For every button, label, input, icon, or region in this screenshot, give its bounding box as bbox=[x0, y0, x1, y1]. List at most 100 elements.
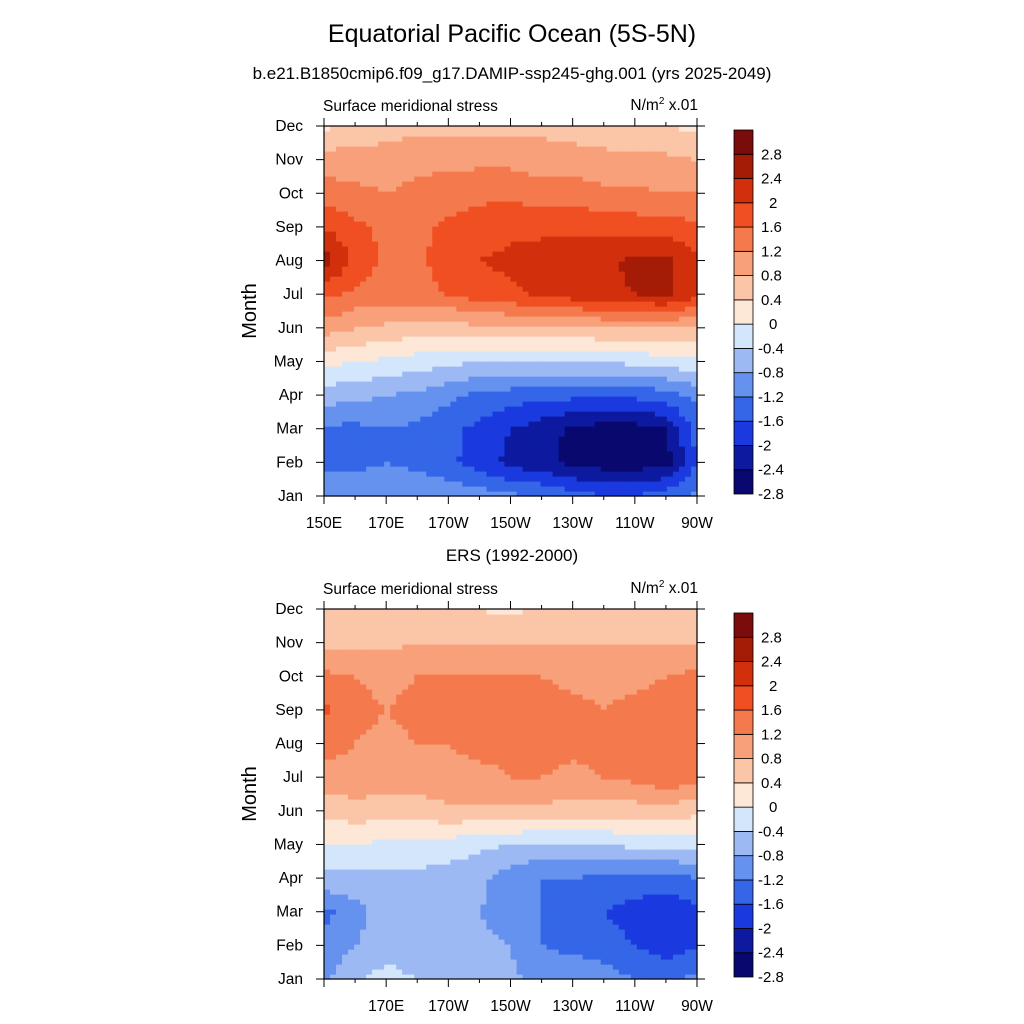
heatmap-cell bbox=[426, 371, 433, 377]
heatmap-cell bbox=[522, 196, 530, 202]
heatmap-cell bbox=[480, 351, 488, 357]
heatmap-cell bbox=[564, 126, 572, 132]
heatmap-cell bbox=[420, 291, 427, 297]
heatmap-cell bbox=[558, 186, 566, 192]
heatmap-cell bbox=[576, 431, 584, 437]
heatmap-cell bbox=[468, 446, 476, 452]
heatmap-cell bbox=[510, 176, 518, 182]
heatmap-cell bbox=[678, 381, 686, 387]
heatmap-cell bbox=[582, 969, 590, 975]
heatmap-cell bbox=[468, 356, 476, 362]
heatmap-cell bbox=[582, 241, 590, 247]
heatmap-cell bbox=[468, 131, 476, 137]
heatmap-cell bbox=[498, 376, 506, 382]
heatmap-cell bbox=[366, 401, 373, 407]
heatmap-cell bbox=[516, 171, 524, 177]
heatmap-cell bbox=[492, 311, 500, 317]
heatmap-cell bbox=[648, 476, 656, 482]
heatmap-cell bbox=[438, 959, 445, 965]
heatmap-cell bbox=[570, 451, 578, 457]
heatmap-cell bbox=[630, 361, 638, 367]
heatmap-cell bbox=[522, 271, 530, 277]
heatmap-cell bbox=[570, 954, 578, 960]
heatmap-cell bbox=[456, 376, 463, 382]
heatmap-cell bbox=[462, 161, 469, 167]
heatmap-cell bbox=[354, 316, 361, 322]
heatmap-cell bbox=[600, 311, 608, 317]
heatmap-cell bbox=[678, 211, 686, 217]
heatmap-cell bbox=[690, 456, 698, 462]
heatmap-cell bbox=[486, 959, 494, 965]
heatmap-cell bbox=[510, 401, 518, 407]
heatmap-cell bbox=[594, 301, 602, 307]
heatmap-cell bbox=[618, 286, 626, 292]
heatmap-cell bbox=[384, 954, 391, 960]
heatmap-cell bbox=[492, 401, 500, 407]
heatmap-cell bbox=[426, 969, 433, 975]
heatmap-cell bbox=[462, 176, 469, 182]
heatmap-cell bbox=[654, 481, 662, 487]
x-tick-label: 150E bbox=[306, 515, 342, 532]
heatmap-cell bbox=[522, 376, 530, 382]
heatmap-cell bbox=[624, 476, 632, 482]
heatmap-cell bbox=[426, 406, 433, 412]
heatmap-cell bbox=[432, 421, 439, 427]
heatmap-cell bbox=[414, 266, 421, 272]
heatmap-cell bbox=[468, 161, 476, 167]
heatmap-cell bbox=[486, 196, 494, 202]
heatmap-cell bbox=[504, 211, 512, 217]
heatmap-cell bbox=[462, 286, 469, 292]
heatmap-cell bbox=[630, 166, 638, 172]
heatmap-cell bbox=[666, 221, 674, 227]
heatmap-cell bbox=[648, 356, 656, 362]
heatmap-cell bbox=[450, 201, 457, 207]
heatmap-cell bbox=[600, 476, 608, 482]
heatmap-cell bbox=[570, 456, 578, 462]
heatmap-cell bbox=[498, 171, 506, 177]
heatmap-cell bbox=[450, 246, 457, 252]
heatmap-cell bbox=[582, 281, 590, 287]
heatmap-cell bbox=[372, 436, 379, 442]
heatmap-cell bbox=[330, 321, 337, 327]
heatmap-cell bbox=[504, 276, 512, 282]
heatmap-cell bbox=[396, 401, 403, 407]
heatmap-cell bbox=[324, 246, 331, 252]
heatmap-cell bbox=[534, 401, 542, 407]
heatmap-cell bbox=[486, 221, 494, 227]
heatmap-cell bbox=[378, 346, 385, 352]
heatmap-cell bbox=[336, 416, 343, 422]
heatmap-cell bbox=[474, 196, 482, 202]
heatmap-cell bbox=[426, 256, 433, 262]
heatmap-cell bbox=[438, 266, 445, 272]
heatmap-cell bbox=[462, 326, 469, 332]
heatmap-cell bbox=[660, 141, 668, 147]
heatmap-cell bbox=[582, 426, 590, 432]
heatmap-cell bbox=[672, 451, 680, 457]
heatmap-cell bbox=[564, 216, 572, 222]
heatmap-cell bbox=[654, 286, 662, 292]
colorbar-swatch bbox=[733, 178, 754, 204]
heatmap-cell bbox=[678, 291, 686, 297]
heatmap-cell bbox=[402, 386, 409, 392]
heatmap-cell bbox=[444, 286, 451, 292]
heatmap-cell bbox=[360, 964, 367, 970]
heatmap-cell bbox=[594, 421, 602, 427]
heatmap-cell bbox=[546, 346, 554, 352]
heatmap-cell bbox=[402, 206, 409, 212]
heatmap-cell bbox=[540, 211, 548, 217]
heatmap-cell bbox=[504, 356, 512, 362]
heatmap-cell bbox=[684, 151, 692, 157]
heatmap-cell bbox=[636, 451, 644, 457]
heatmap-cell bbox=[642, 386, 650, 392]
heatmap-cell bbox=[594, 151, 602, 157]
heatmap-cell bbox=[648, 221, 656, 227]
heatmap-cell bbox=[384, 126, 391, 132]
heatmap-cell bbox=[660, 341, 668, 347]
heatmap-cell bbox=[648, 276, 656, 282]
heatmap-cell bbox=[462, 416, 469, 422]
heatmap-cell bbox=[420, 406, 427, 412]
heatmap-cell bbox=[324, 441, 331, 447]
heatmap-cell bbox=[600, 296, 608, 302]
heatmap-cell bbox=[666, 431, 674, 437]
heatmap-cell bbox=[636, 456, 644, 462]
